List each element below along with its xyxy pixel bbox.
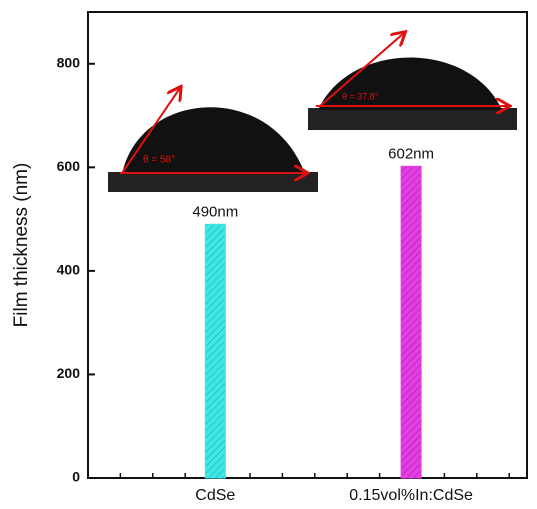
y-tick-label: 600 [57,158,81,174]
y-tick-label: 0 [72,469,80,485]
inset-right [308,33,517,130]
x-tick-label: CdSe [195,487,235,504]
value-label: 490nm [192,203,238,220]
inset-left [108,88,318,192]
annotation: θ = 58° [143,155,175,166]
chart: Film thickness (nm) θ = 58° θ = 37.8° 0 2… [0,0,537,509]
annotation: θ = 37.8° [342,91,379,101]
y-tick-label: 400 [57,262,81,278]
y-tick-label: 800 [57,54,81,70]
bar [401,166,421,478]
x-tick-label: 0.15vol%In:CdSe [349,487,473,504]
bar [205,224,225,478]
value-label: 602nm [388,145,434,162]
page: Film thickness (nm) θ = 58° θ = 37.8° 0 2… [0,0,537,509]
y-axis-label: Film thickness (nm) [11,163,32,328]
y-tick-label: 200 [57,365,81,381]
